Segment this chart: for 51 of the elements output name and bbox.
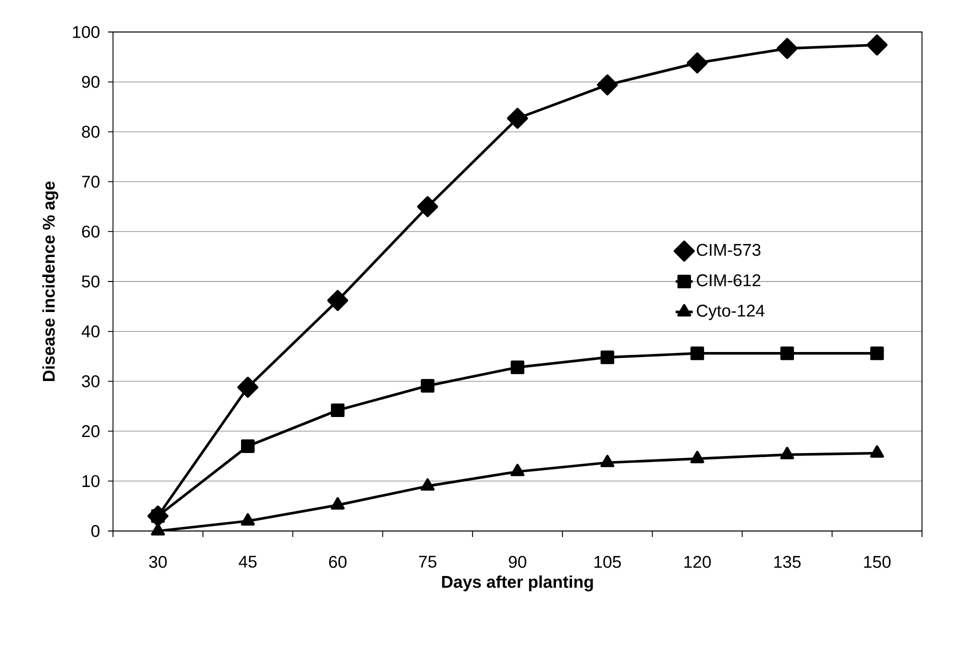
point <box>690 450 704 464</box>
point <box>776 38 798 59</box>
point <box>870 346 884 360</box>
x-axis-title: Days after planting <box>442 575 593 592</box>
y-tick-label: 50 <box>82 275 100 288</box>
point <box>596 74 618 96</box>
x-tick-label: 75 <box>419 556 436 568</box>
point <box>780 446 794 460</box>
point <box>330 497 345 510</box>
y-axis-title: Disease incidence % age <box>42 181 58 381</box>
y-tick-label: 90 <box>82 76 100 88</box>
point <box>237 376 258 398</box>
y-tick-label: 60 <box>82 226 100 238</box>
point <box>510 360 524 374</box>
point <box>866 34 888 56</box>
y-tick-label: 70 <box>82 176 100 188</box>
x-tick-label: 60 <box>329 556 347 568</box>
point <box>327 290 348 311</box>
point <box>690 346 704 360</box>
x-tick-label: 90 <box>508 556 526 568</box>
y-tick-label: 30 <box>82 375 100 388</box>
y-tick-label: 100 <box>73 26 100 38</box>
point <box>330 403 345 418</box>
point <box>240 513 255 526</box>
point <box>420 478 435 491</box>
point <box>417 196 438 218</box>
y-tick-label: 40 <box>82 325 100 338</box>
legend-label: Cyto-124 <box>696 304 764 320</box>
point <box>510 464 524 476</box>
point <box>420 378 434 393</box>
point <box>507 108 528 129</box>
point <box>151 523 165 536</box>
x-tick-label: 45 <box>238 556 257 568</box>
x-tick-label: 30 <box>149 556 167 568</box>
point <box>780 346 794 360</box>
point <box>600 350 614 364</box>
point <box>686 52 708 74</box>
point <box>241 439 255 453</box>
y-tick-label: 80 <box>82 126 100 138</box>
legend-label: CIM-573 <box>696 244 760 256</box>
x-tick-label: 150 <box>864 556 891 568</box>
y-tick-label: 20 <box>82 425 100 438</box>
y-tick-label: 0 <box>91 524 100 538</box>
x-tick-label: 105 <box>594 556 621 568</box>
x-tick-label: 120 <box>684 556 711 568</box>
point <box>151 509 165 523</box>
point <box>600 454 614 468</box>
point <box>870 445 884 458</box>
x-tick-label: 135 <box>774 556 801 568</box>
y-tick-label: 10 <box>82 475 100 488</box>
legend-label: CIM-612 <box>696 274 760 286</box>
